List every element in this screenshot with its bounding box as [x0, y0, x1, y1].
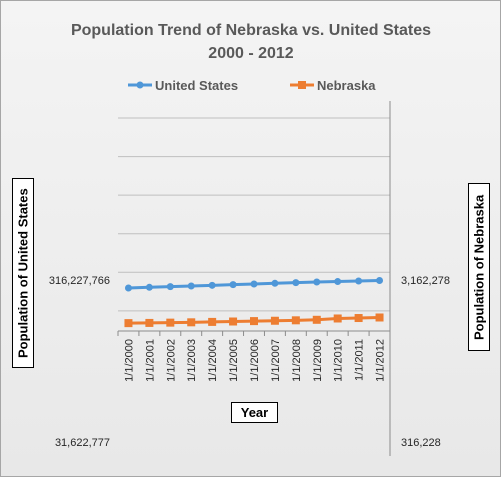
- y-left-tick-label: 316,227,766: [49, 275, 110, 287]
- data-point: [145, 283, 153, 291]
- x-tick-label: 1/1/2000: [123, 339, 135, 382]
- data-point: [124, 284, 132, 292]
- data-point: [124, 319, 133, 328]
- legend-marker-1: [298, 81, 306, 89]
- data-point: [355, 277, 363, 285]
- data-point: [313, 278, 321, 286]
- x-tick-label: 1/1/2003: [186, 339, 198, 382]
- data-point: [292, 279, 300, 287]
- chart-subtitle: 2000 - 2012: [208, 45, 294, 62]
- x-axis-label: Year: [231, 402, 278, 423]
- data-point: [229, 281, 237, 289]
- x-tick-label: 1/1/2010: [333, 339, 345, 382]
- data-point: [250, 280, 258, 288]
- x-tick-label: 1/1/2011: [354, 339, 366, 381]
- data-point: [208, 317, 217, 326]
- data-point: [187, 318, 196, 327]
- x-tick-label: 1/1/2006: [249, 339, 261, 382]
- data-point: [208, 281, 216, 289]
- x-tick-label: 1/1/2004: [207, 339, 219, 382]
- data-point: [270, 316, 279, 325]
- data-point: [334, 278, 342, 286]
- x-tick-label: 1/1/2007: [270, 339, 282, 382]
- data-point: [312, 315, 321, 324]
- data-point: [250, 317, 258, 326]
- data-point: [187, 282, 195, 290]
- data-point: [166, 318, 175, 327]
- data-point: [229, 317, 238, 326]
- data-point: [333, 314, 342, 323]
- data-point: [291, 316, 300, 325]
- data-point: [376, 277, 384, 285]
- x-tick-label: 1/1/2009: [312, 339, 324, 382]
- legend-label-0: United States: [155, 78, 238, 93]
- chart-title: Population Trend of Nebraska vs. United …: [71, 22, 431, 39]
- x-tick-label: 1/1/2012: [375, 339, 387, 382]
- data-point: [145, 318, 154, 327]
- y-right-tick-label: 3,162,278: [401, 275, 450, 287]
- x-tick-label: 1/1/2005: [228, 339, 240, 382]
- data-point: [354, 314, 363, 323]
- legend-label-1: Nebraska: [317, 78, 376, 93]
- legend-marker-0: [136, 81, 144, 89]
- x-tick-label: 1/1/2008: [291, 339, 303, 382]
- y-axis-label-left: Population of United States: [12, 178, 34, 368]
- y-left-tick-label: 31,622,777: [55, 437, 110, 449]
- y-axis-label-right: Population of Nebraska: [468, 183, 490, 351]
- x-tick-label: 1/1/2001: [144, 339, 156, 382]
- y-right-tick-label: 316,228: [401, 437, 441, 449]
- data-point: [271, 279, 279, 287]
- x-tick-label: 1/1/2002: [165, 339, 177, 382]
- data-point: [166, 283, 174, 291]
- data-point: [375, 313, 384, 322]
